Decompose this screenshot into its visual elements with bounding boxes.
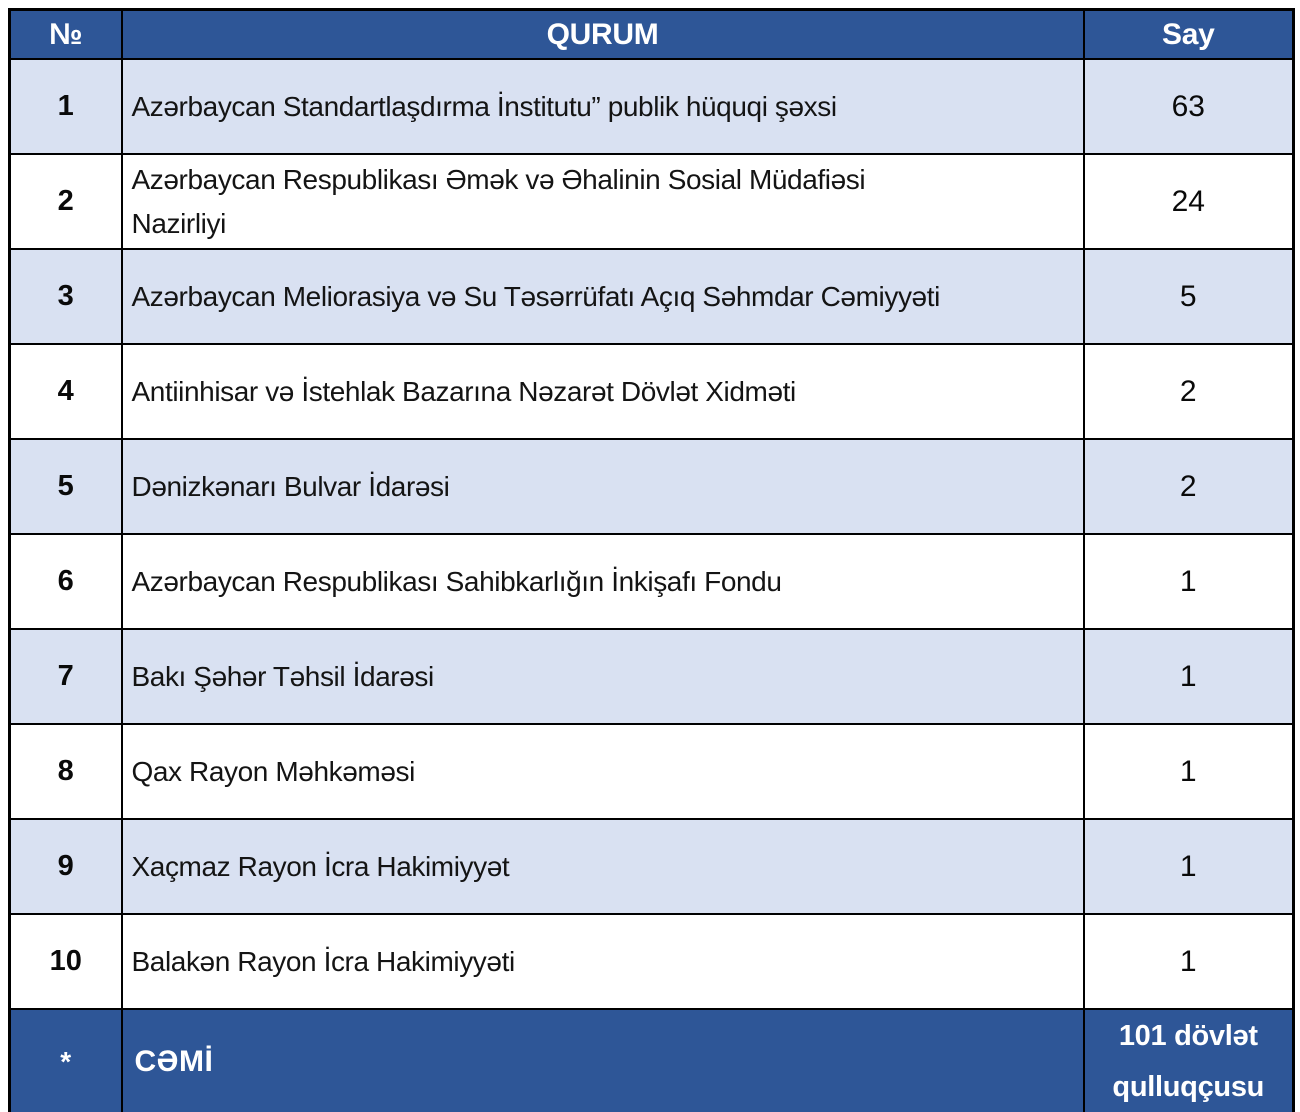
table-row: 8 Qax Rayon Məhkəməsi 1 [8, 723, 1295, 820]
row-number: 2 [8, 153, 123, 250]
table-footer: * CƏMİ 101 dövlət qulluqçusu [8, 1008, 1295, 1112]
table-row: 6 Azərbaycan Respublikası Sahibkarlığın … [8, 533, 1295, 630]
organization-name: Xaçmaz Rayon İcra Hakimiyyət [120, 818, 1085, 915]
row-number: 9 [8, 818, 123, 915]
count-value: 1 [1082, 628, 1295, 725]
col-header-say: Say [1082, 8, 1295, 60]
organization-name: Qax Rayon Məhkəməsi [120, 723, 1085, 820]
table-row: 4 Antiinhisar və İstehlak Bazarına Nəzar… [8, 343, 1295, 440]
count-value: 2 [1082, 438, 1295, 535]
col-header-qurum: QURUM [120, 8, 1085, 60]
footer-total: 101 dövlət qulluqçusu [1082, 1008, 1295, 1112]
row-number: 5 [8, 438, 123, 535]
count-value: 63 [1082, 58, 1295, 155]
organization-name: Bakı Şəhər Təhsil İdarəsi [120, 628, 1085, 725]
organization-name: Azərbaycan Respublikası Əmək və Əhalinin… [120, 153, 1085, 250]
table-row: 7 Bakı Şəhər Təhsil İdarəsi 1 [8, 628, 1295, 725]
table-header: № QURUM Say [8, 8, 1295, 60]
footer-label: CƏMİ [120, 1008, 1085, 1112]
count-value: 1 [1082, 913, 1295, 1010]
header-row: № QURUM Say [8, 8, 1295, 60]
table-body: 1 Azərbaycan Standartlaşdırma İnstitutu”… [8, 58, 1295, 1010]
organization-name: Azərbaycan Meliorasiya və Su Təsərrüfatı… [120, 248, 1085, 345]
count-value: 5 [1082, 248, 1295, 345]
footer-asterisk: * [8, 1008, 123, 1112]
row-number: 1 [8, 58, 123, 155]
row-number: 8 [8, 723, 123, 820]
count-value: 1 [1082, 533, 1295, 630]
organization-name: Azərbaycan Standartlaşdırma İnstitutu” p… [120, 58, 1085, 155]
table-row: 2 Azərbaycan Respublikası Əmək və Əhalin… [8, 153, 1295, 250]
row-number: 10 [8, 913, 123, 1010]
col-header-no: № [8, 8, 123, 60]
table-row: 3 Azərbaycan Meliorasiya və Su Təsərrüfa… [8, 248, 1295, 345]
organization-name: Antiinhisar və İstehlak Bazarına Nəzarət… [120, 343, 1085, 440]
report-table: № QURUM Say 1 Azərbaycan Standartlaşdırm… [8, 8, 1295, 1112]
organization-name: Azərbaycan Respublikası Sahibkarlığın İn… [120, 533, 1085, 630]
table-row: 5 Dənizkənarı Bulvar İdarəsi 2 [8, 438, 1295, 535]
count-value: 24 [1082, 153, 1295, 250]
count-value: 1 [1082, 723, 1295, 820]
organization-name: Balakən Rayon İcra Hakimiyyəti [120, 913, 1085, 1010]
count-value: 2 [1082, 343, 1295, 440]
footer-row: * CƏMİ 101 dövlət qulluqçusu [8, 1008, 1295, 1112]
organization-name: Dənizkənarı Bulvar İdarəsi [120, 438, 1085, 535]
row-number: 3 [8, 248, 123, 345]
table-row: 9 Xaçmaz Rayon İcra Hakimiyyət 1 [8, 818, 1295, 915]
row-number: 6 [8, 533, 123, 630]
table-row: 10 Balakən Rayon İcra Hakimiyyəti 1 [8, 913, 1295, 1010]
table-row: 1 Azərbaycan Standartlaşdırma İnstitutu”… [8, 58, 1295, 155]
row-number: 4 [8, 343, 123, 440]
row-number: 7 [8, 628, 123, 725]
count-value: 1 [1082, 818, 1295, 915]
